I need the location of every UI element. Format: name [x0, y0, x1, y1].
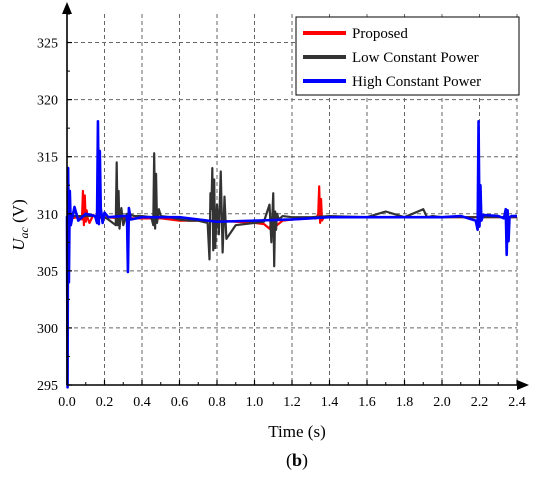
x-tick-label: 1.4: [321, 395, 339, 410]
x-tick-label: 0.4: [133, 395, 151, 410]
x-tick-label: 2.0: [433, 395, 451, 410]
y-axis-title-subscript: ac: [17, 226, 31, 238]
y-tick-label: 315: [37, 151, 58, 166]
grid-lines: [67, 14, 518, 385]
legend-label: Low Constant Power: [352, 50, 479, 66]
x-tick-label: 1.2: [283, 395, 301, 410]
x-tick-label: 2.4: [508, 395, 526, 410]
panel-label: (b): [286, 450, 308, 471]
legend-label: High Constant Power: [352, 74, 481, 90]
series-line-high-constant-power: [65, 120, 517, 389]
x-tick-label: 0.8: [208, 395, 226, 410]
y-tick-label: 295: [37, 379, 58, 394]
x-tick-label: 1.6: [358, 395, 376, 410]
legend-label: Proposed: [352, 26, 408, 42]
x-axis-arrow: [517, 380, 529, 390]
x-axis-title: Time (s): [268, 422, 325, 441]
x-tick-label: 0.6: [171, 395, 189, 410]
y-tick-label: 320: [37, 94, 58, 109]
axis-ticks: 0.0 0.2 0.4 0.6 0.8 1.0 1.2 1.4 1.6 1.8 2.0 2.2 2.4 2…: [37, 13, 526, 410]
y-axis-arrow: [62, 2, 72, 14]
y-tick-label: 325: [37, 37, 58, 52]
x-tick-label: 0.0: [58, 395, 76, 410]
y-axis-title: Uac (V): [9, 199, 31, 250]
y-axis-title-unit: (V): [9, 199, 28, 227]
y-axis-title-main: U: [9, 237, 28, 251]
y-tick-label: 310: [37, 208, 58, 223]
x-tick-label: 2.2: [471, 395, 489, 410]
series-line-low-constant-power: [67, 152, 517, 268]
y-tick-label: 305: [37, 265, 58, 280]
x-tick-label: 0.2: [96, 395, 114, 410]
legend: Proposed Low Constant Power High Constant …: [295, 16, 520, 96]
data-series: [65, 120, 517, 389]
x-tick-label: 1.0: [246, 395, 264, 410]
x-tick-label: 1.8: [396, 395, 414, 410]
y-tick-label: 300: [37, 322, 58, 337]
